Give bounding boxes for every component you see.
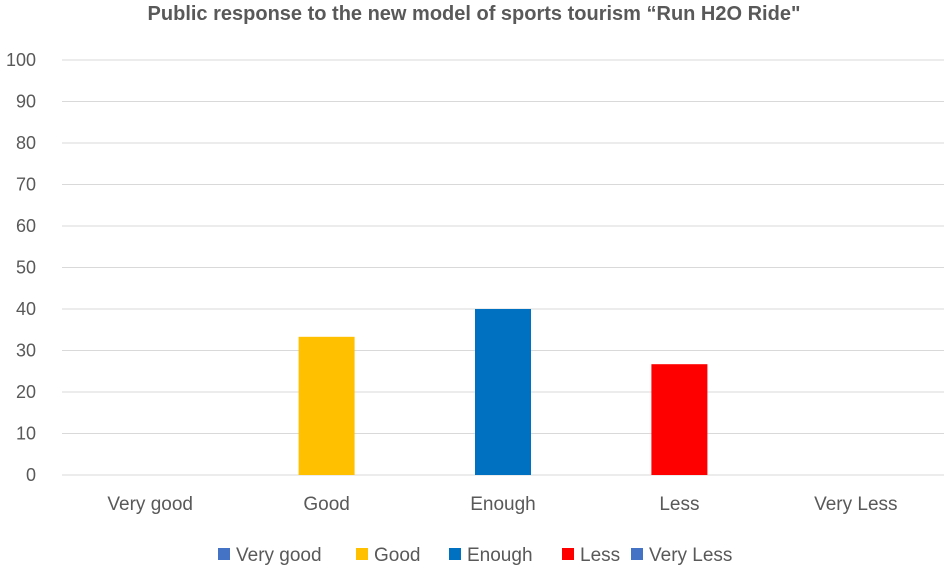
- bars: [298, 309, 708, 475]
- x-category-label: Very Less: [814, 494, 897, 515]
- bar-good: [298, 336, 355, 475]
- x-axis-category-labels: Very good Good Enough Less Very Less: [107, 494, 897, 515]
- y-tick-label: 10: [16, 424, 36, 444]
- legend-label: Very good: [236, 545, 322, 566]
- y-tick-label: 100: [6, 50, 36, 70]
- legend-label: Less: [580, 545, 620, 566]
- legend-swatch: [356, 548, 368, 560]
- bar-enough: [475, 309, 531, 475]
- y-tick-label: 60: [16, 216, 36, 236]
- y-axis-tick-labels: 0 10 20 30 40 50 60 70 80 90 100: [6, 50, 36, 485]
- y-tick-label: 40: [16, 299, 36, 319]
- legend-label: Good: [374, 545, 420, 566]
- legend-swatch: [449, 548, 461, 560]
- legend-swatch: [562, 548, 574, 560]
- legend: Very good Good Enough Less Very Less: [218, 545, 732, 566]
- x-category-label: Good: [303, 494, 349, 515]
- y-tick-label: 80: [16, 133, 36, 153]
- y-tick-label: 30: [16, 341, 36, 361]
- chart-title: Public response to the new model of spor…: [148, 3, 801, 25]
- x-category-label: Enough: [470, 494, 536, 515]
- legend-label: Enough: [467, 545, 533, 566]
- y-tick-label: 50: [16, 258, 36, 278]
- y-tick-label: 70: [16, 175, 36, 195]
- x-category-label: Very good: [107, 494, 193, 515]
- legend-label: Very Less: [649, 545, 732, 566]
- x-category-label: Less: [659, 494, 699, 515]
- y-tick-label: 90: [16, 92, 36, 112]
- legend-swatch: [631, 548, 643, 560]
- legend-swatch: [218, 548, 230, 560]
- y-tick-label: 20: [16, 382, 36, 402]
- bar-less: [651, 364, 708, 475]
- y-tick-label: 0: [26, 465, 36, 485]
